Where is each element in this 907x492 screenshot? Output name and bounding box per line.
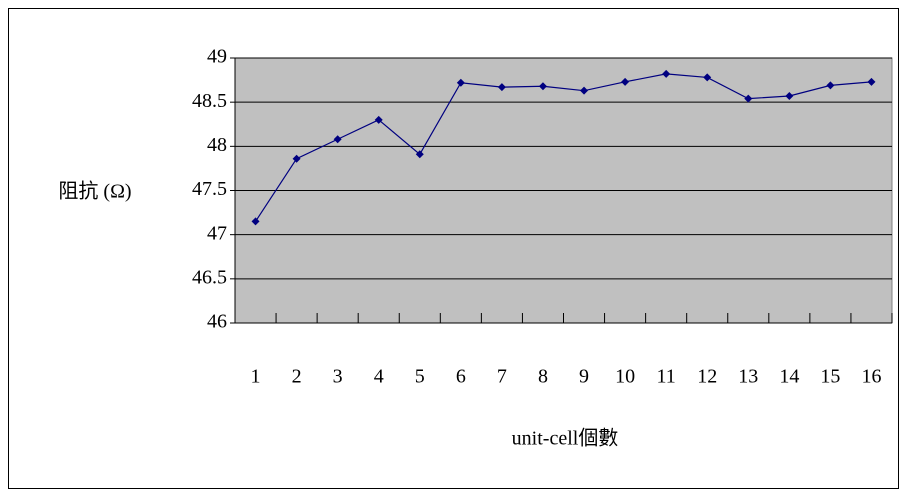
x-tick-label: 1 [251,366,261,388]
point-marker [333,135,342,144]
y-tick-label: 48.5 [192,90,227,112]
point-marker [621,77,630,86]
x-tick-label: 6 [456,366,466,388]
point-marker [703,73,712,82]
x-tick-label: 14 [779,366,799,388]
x-tick-label: 11 [657,366,676,388]
x-tick-label: 16 [861,366,881,388]
point-marker [744,94,753,103]
point-marker [292,154,301,163]
x-tick-label: 4 [374,366,384,388]
point-marker [785,91,794,100]
x-tick-label: 7 [497,366,507,388]
x-tick-label: 12 [697,366,717,388]
point-marker [867,77,876,86]
x-tick-label: 13 [738,366,758,388]
x-axis-label: unit-cell個數 [512,427,619,450]
y-tick-label: 47.5 [192,178,227,200]
point-marker [497,83,506,92]
series-line [255,73,872,222]
y-axis-label: 阻抗 (Ω) [58,180,131,203]
x-tick-label: 2 [292,366,302,388]
y-tick-label: 46 [207,311,227,333]
x-tick-label: 15 [820,366,840,388]
x-tick-label: 9 [579,366,589,388]
point-marker [826,81,835,90]
x-tick-label: 5 [415,366,425,388]
point-marker [415,150,424,159]
point-marker [662,69,671,78]
y-tick-label: 48 [207,134,227,156]
y-tick-label: 46.5 [192,266,227,288]
point-marker [538,82,547,91]
y-tick-label: 49 [207,46,227,68]
point-marker [456,78,465,87]
x-tick-label: 3 [333,366,343,388]
y-tick-label: 47 [207,222,227,244]
point-marker [251,217,260,226]
x-tick-label: 10 [615,366,635,388]
point-marker [374,115,383,124]
point-marker [580,86,589,95]
x-tick-label: 8 [538,366,548,388]
